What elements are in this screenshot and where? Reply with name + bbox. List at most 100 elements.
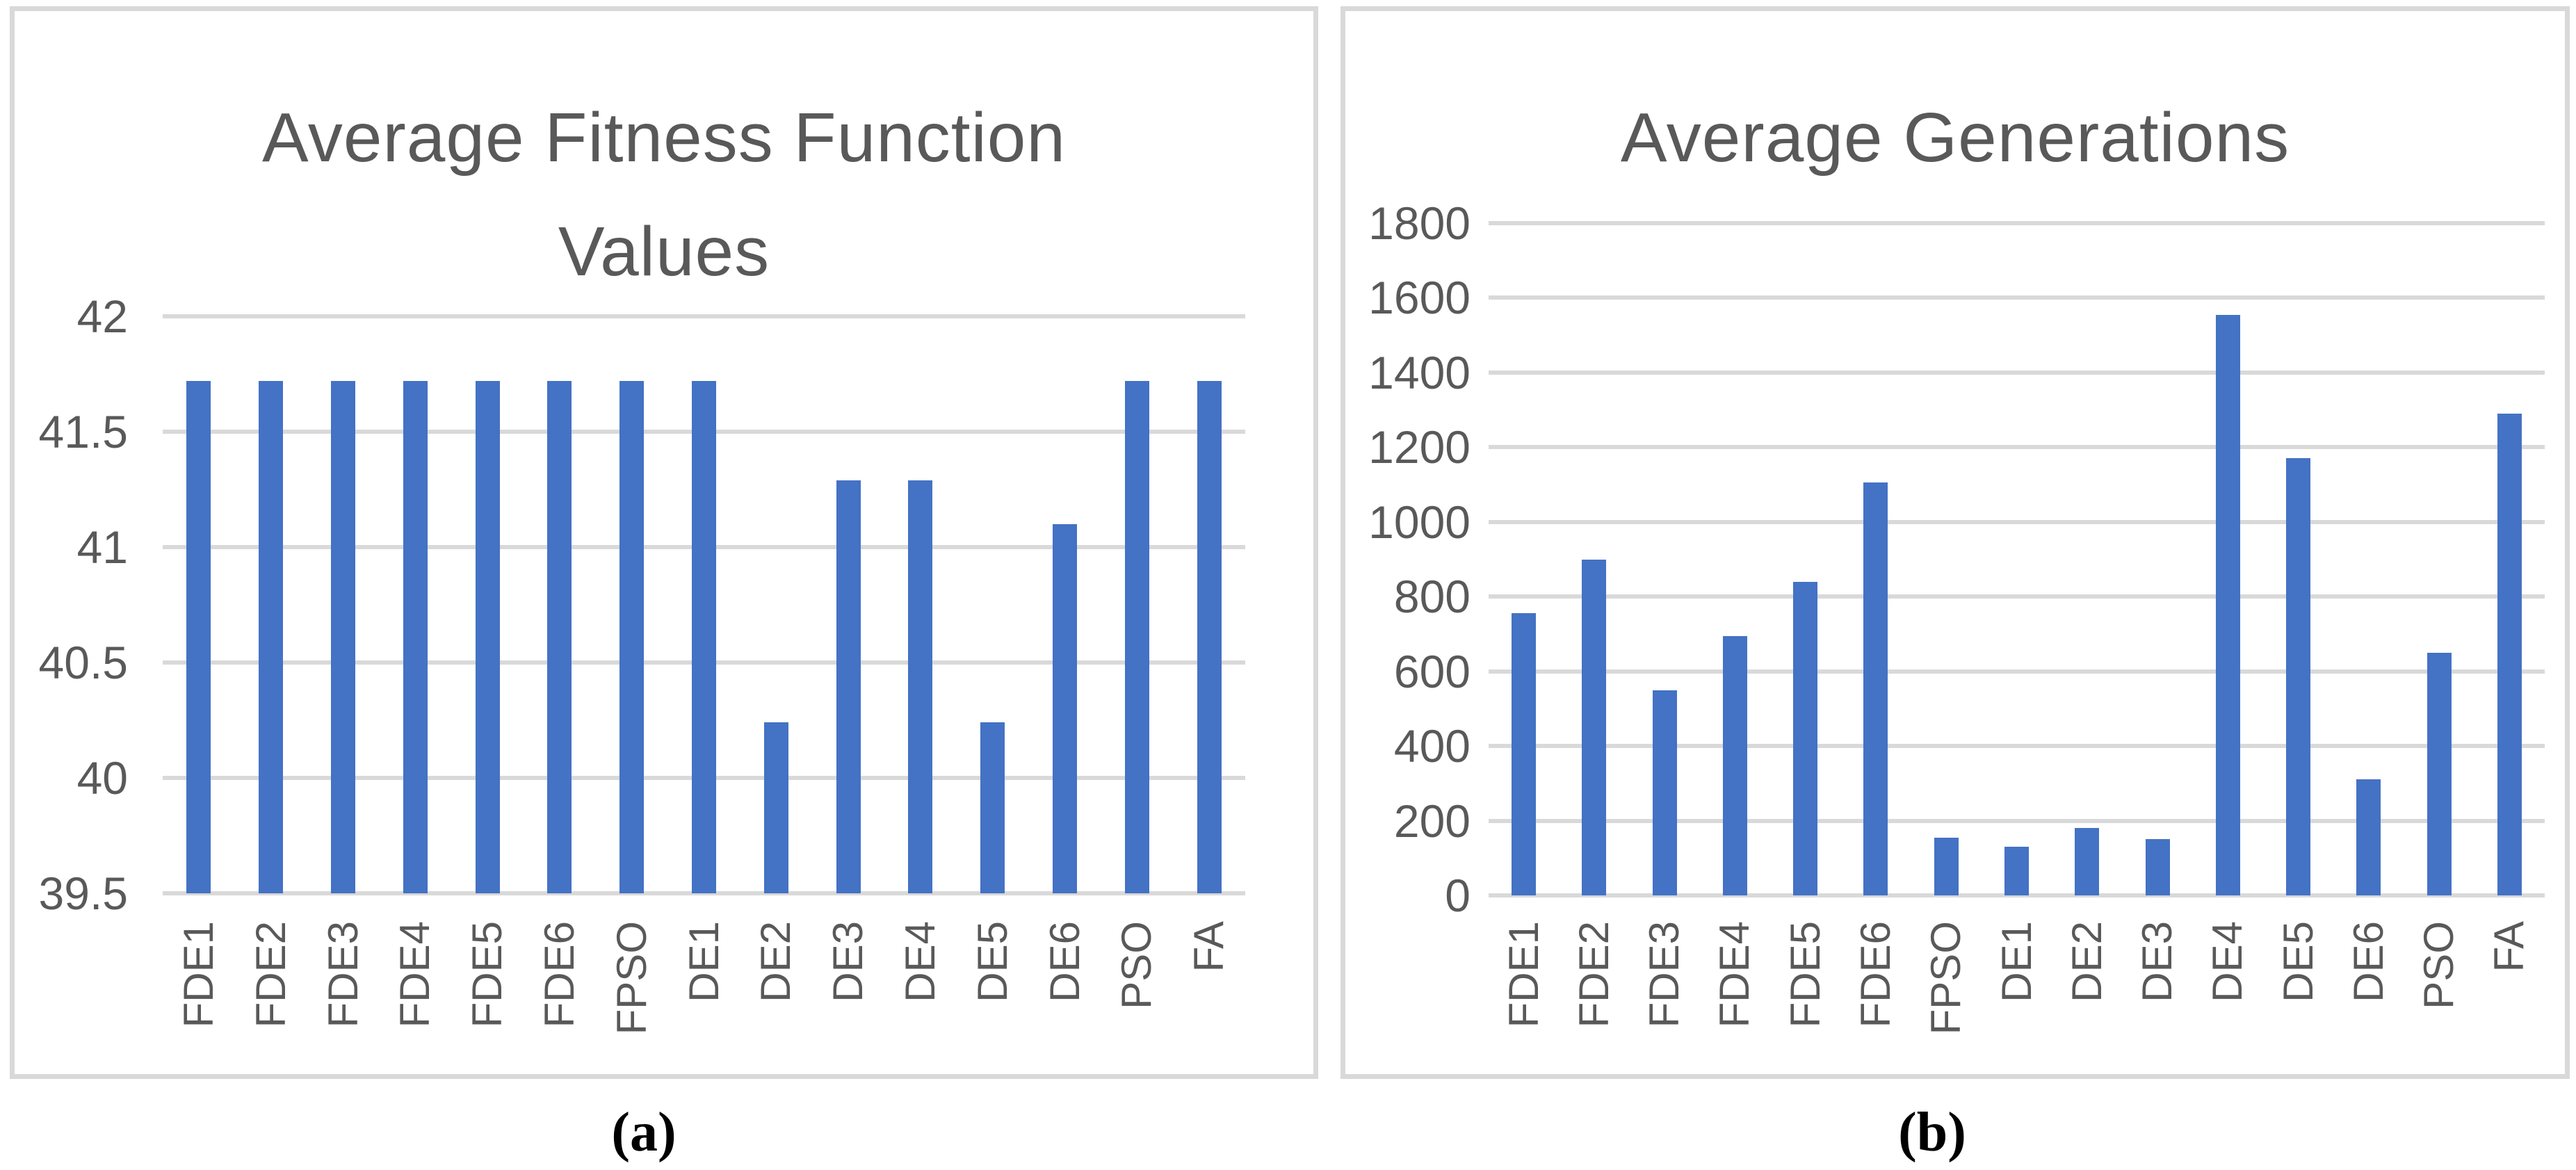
x-axis-tick-label: DE2: [2063, 921, 2110, 1002]
y-axis-tick-label: 40.5: [38, 637, 128, 688]
x-axis-tick-label: DE1: [1993, 921, 2040, 1002]
bar-fde2: [259, 380, 284, 893]
bar-de2: [2075, 828, 2100, 895]
gridline: [1489, 818, 2545, 823]
bar-fde2: [1582, 559, 1607, 895]
x-axis-tick-label: DE4: [2204, 921, 2251, 1002]
bar-de1: [2004, 847, 2029, 895]
chart-title-line: Average Generations: [1620, 99, 2290, 177]
y-axis-tick-label: 1800: [1368, 197, 1471, 249]
bar-fde6: [547, 380, 572, 893]
x-axis-tick-label: FA: [1185, 921, 1233, 973]
bar-pso: [2427, 652, 2452, 895]
gridline: [1489, 669, 2545, 674]
x-axis-tick-label: FPSO: [1922, 921, 1970, 1035]
bar-fa: [2497, 413, 2522, 895]
y-axis-tick-label: 400: [1393, 720, 1471, 772]
bar-de3: [836, 480, 861, 893]
x-axis-tick-label: DE2: [752, 921, 800, 1002]
chart-title-a: Average Fitness Function Values: [15, 81, 1313, 309]
y-axis-tick-label: 41: [76, 521, 128, 573]
bar-de4: [2215, 314, 2240, 895]
x-axis-tick-label: FDE2: [247, 921, 294, 1028]
gridline: [1489, 221, 2545, 225]
x-axis-tick-label: FDE3: [319, 921, 366, 1028]
x-axis-tick-label: FDE4: [391, 921, 439, 1028]
gridline: [163, 314, 1245, 318]
bar-fde3: [331, 380, 355, 893]
x-axis-tick-label: DE5: [969, 921, 1016, 1002]
y-axis-tick-label: 1200: [1368, 421, 1471, 473]
x-axis-tick-label: DE5: [2274, 921, 2322, 1002]
gridline: [1489, 445, 2545, 450]
chart-title-line: Values: [558, 213, 770, 291]
bar-de1: [692, 380, 716, 893]
chart-panel-a: Average Fitness Function Values 42 41.5 41…: [10, 6, 1318, 1079]
gridline: [1489, 519, 2545, 524]
bar-pso: [1124, 380, 1149, 893]
x-axis-tick-label: FDE3: [1641, 921, 1688, 1028]
bar-de6: [1053, 523, 1077, 893]
bar-fpso: [619, 380, 645, 893]
x-axis-tick-label: FDE6: [535, 921, 583, 1028]
gridline: [163, 891, 1245, 895]
x-axis-tick-label: DE6: [2344, 921, 2392, 1002]
x-axis-tick-label: PSO: [2415, 921, 2463, 1009]
x-axis-tick-label: DE4: [896, 921, 943, 1002]
bar-fde5: [1793, 581, 1818, 895]
bar-fde4: [1722, 635, 1747, 895]
y-axis-tick-label: 800: [1393, 571, 1471, 623]
bar-fde4: [403, 380, 428, 893]
y-axis-tick-label: 200: [1393, 795, 1471, 847]
x-axis-tick-label: DE3: [2134, 921, 2181, 1002]
bar-de3: [2145, 839, 2170, 895]
x-axis-tick-label: PSO: [1113, 921, 1160, 1009]
caption-a: (a): [611, 1102, 677, 1163]
x-axis-tick-label: FA: [2486, 921, 2533, 973]
x-axis-tick-label: FDE6: [1852, 921, 1899, 1028]
x-axis-tick-label: DE1: [680, 921, 727, 1002]
x-axis-tick-label: FDE1: [1500, 921, 1547, 1028]
y-axis-tick-label: 1600: [1368, 272, 1471, 324]
bar-de5: [2286, 458, 2311, 895]
plot-area-b: 1800 1600 1400 1200 1000 800 600 400 200 0 FDE1 FDE…: [1345, 11, 2565, 1074]
x-axis-tick-label: FPSO: [608, 921, 655, 1035]
y-axis-tick-label: 39.5: [38, 868, 128, 919]
bar-fa: [1197, 380, 1222, 893]
bar-de5: [980, 722, 1005, 893]
x-axis-tick-label: FDE5: [464, 921, 511, 1028]
x-axis-tick-label: DE3: [825, 921, 872, 1002]
y-axis-tick-label: 1000: [1368, 496, 1471, 548]
x-axis-tick-label: FDE4: [1711, 921, 1758, 1028]
chart-title-line: Average Fitness Function: [261, 99, 1067, 177]
bar-de2: [763, 722, 788, 893]
bar-fde1: [186, 380, 211, 893]
gridline: [1489, 594, 2545, 599]
y-axis-tick-label: 42: [76, 291, 128, 342]
x-axis-tick-label: DE6: [1041, 921, 1088, 1002]
gridline: [1489, 370, 2545, 375]
y-axis-tick-label: 40: [76, 752, 128, 804]
gridline: [1489, 744, 2545, 749]
chart-panel-b: Average Generations 1800 1600 1400 1200 1000…: [1340, 6, 2570, 1079]
caption-b: (b): [1898, 1102, 1966, 1163]
x-axis-tick-label: FDE1: [175, 921, 222, 1028]
bar-fde6: [1863, 482, 1888, 895]
bar-fde3: [1652, 690, 1677, 895]
bar-de4: [908, 480, 933, 893]
gridline: [1489, 295, 2545, 300]
y-axis-tick-label: 1400: [1368, 346, 1471, 398]
bar-fpso: [1934, 837, 1959, 895]
gridline: [1489, 893, 2545, 897]
chart-title-b: Average Generations: [1345, 81, 2565, 195]
plot-area-a: 42 41.5 41 40.5 40 39.5 FDE1 FDE2 FDE3 FDE4 FDE5 FD…: [15, 11, 1313, 1074]
bar-fde5: [475, 380, 500, 893]
x-axis-tick-label: FDE2: [1570, 921, 1617, 1028]
y-axis-tick-label: 41.5: [38, 406, 128, 457]
y-axis-tick-label: 0: [1445, 870, 1471, 921]
bar-de6: [2356, 779, 2381, 895]
x-axis-tick-label: FDE5: [1781, 921, 1829, 1028]
bar-fde1: [1512, 613, 1537, 895]
y-axis-tick-label: 600: [1393, 645, 1471, 697]
